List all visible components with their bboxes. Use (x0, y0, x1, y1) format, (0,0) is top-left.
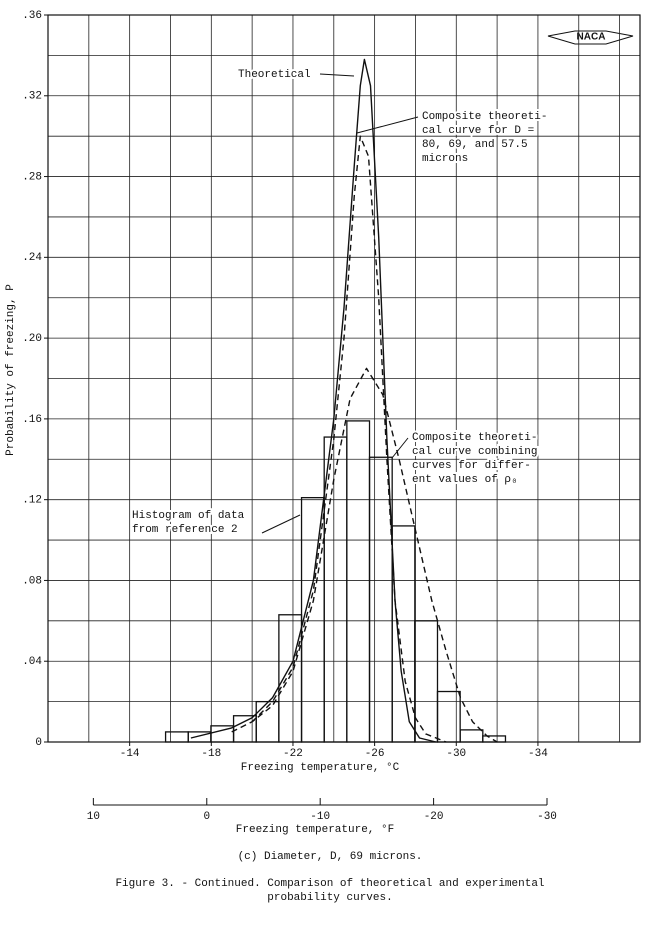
annotation: from reference 2 (132, 524, 238, 536)
x-tick-label: -18 (201, 748, 221, 760)
logo: NACA (547, 30, 634, 45)
x-tick-label: -22 (283, 748, 303, 760)
histogram-bar (164, 731, 189, 743)
x2-axis-label: Freezing temperature, °F (236, 824, 394, 836)
dashed-curve (231, 367, 498, 743)
annotation: cal curve for D = (422, 125, 534, 137)
logo-wings (547, 30, 634, 45)
annotation: ent values of ρ₀ (412, 474, 518, 486)
histogram-bar (232, 715, 257, 743)
y-tick-label: .16 (22, 414, 42, 426)
annotation: 80, 69, and 57.5 (422, 139, 528, 151)
x-tick-label: -26 (365, 748, 385, 760)
y-tick-label: .28 (22, 171, 42, 183)
y-tick-label: .04 (22, 656, 42, 668)
leader-line (319, 73, 355, 77)
y-axis-label: Probability of freezing, P (5, 284, 17, 456)
dashed-curve (251, 135, 447, 743)
histogram-bar (255, 700, 280, 743)
annotation: Theoretical (238, 69, 311, 81)
y-tick-label: .20 (22, 333, 42, 345)
x2-tick-label: -10 (310, 811, 330, 823)
leader-line (356, 116, 419, 134)
histogram-bar (391, 525, 416, 743)
y-tick-label: .32 (22, 91, 42, 103)
y-tick-label: .24 (22, 252, 42, 264)
x2-tick-label: 0 (203, 811, 210, 823)
x-tick-label: -34 (528, 748, 548, 760)
histogram-bar (346, 420, 371, 743)
leader-line (261, 514, 301, 534)
figure-caption: probability curves. (267, 892, 392, 904)
y-tick-label: .08 (22, 575, 42, 587)
solid-curve (190, 58, 437, 743)
x-tick-label: -14 (120, 748, 140, 760)
annotation: Histogram of data (132, 510, 245, 522)
histogram-bar (278, 614, 303, 743)
x-axis-label: Freezing temperature, °C (241, 762, 400, 774)
annotation: cal curve combining (412, 446, 537, 458)
annotation: curves for differ- (412, 460, 531, 472)
y-tick-label: .36 (22, 10, 42, 22)
x-tick-label: -30 (446, 748, 466, 760)
logo-text: NACA (577, 32, 606, 43)
leader-line (391, 437, 409, 459)
annotation: Composite theoreti- (412, 432, 537, 444)
histogram-bar (323, 436, 348, 743)
histogram-bar (459, 729, 484, 743)
caption: (c) Diameter, D, 69 microns. (238, 851, 423, 863)
y-tick-label: 0 (35, 737, 42, 749)
annotation: Composite theoreti- (422, 111, 547, 123)
annotation: microns (422, 153, 468, 165)
y-tick-label: .12 (22, 495, 42, 507)
figure-caption: Figure 3. - Continued. Comparison of the… (115, 878, 544, 890)
x2-tick-label: -20 (424, 811, 444, 823)
histogram-bar (414, 620, 439, 743)
x2-tick-label: 10 (87, 811, 100, 823)
histogram-bar (482, 735, 507, 743)
histogram-bar (436, 690, 461, 743)
x2-tick-label: -30 (537, 811, 557, 823)
